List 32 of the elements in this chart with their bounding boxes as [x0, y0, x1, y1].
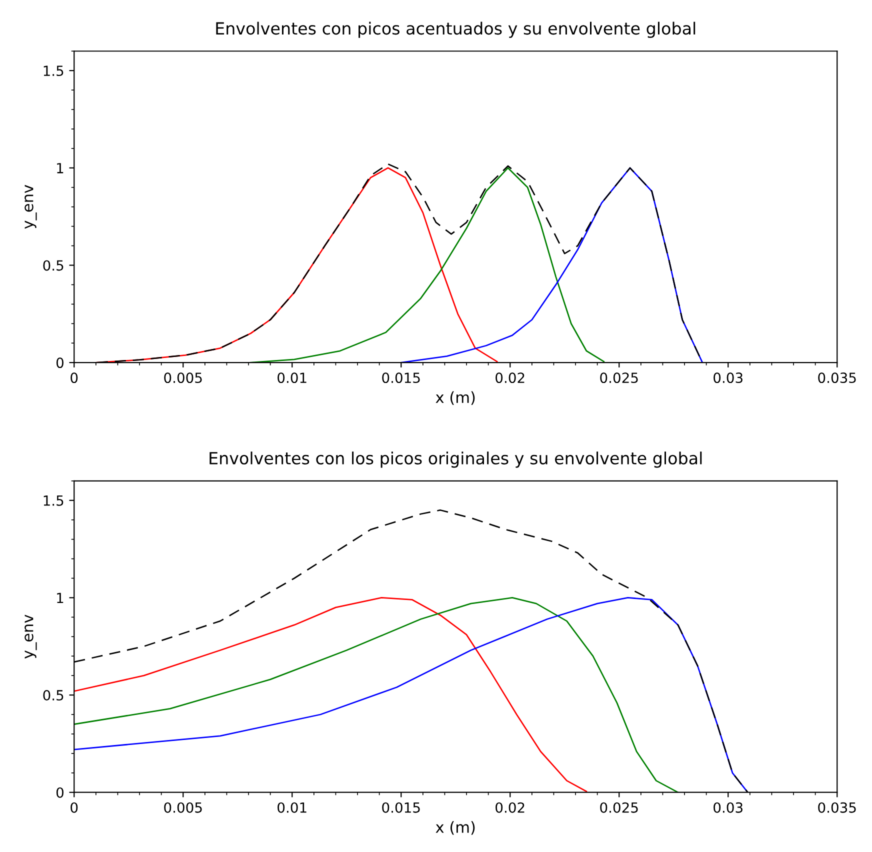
y-tick-label: 0: [56, 358, 64, 368]
y-axis-title: y_env: [24, 614, 37, 659]
x-axis-title: x (m): [436, 391, 475, 405]
x-tick-label: 0.01: [278, 802, 306, 813]
x-tick-label: 0.015: [382, 802, 420, 813]
x-tick-label: 0.025: [600, 802, 638, 813]
x-tick-label: 0: [70, 372, 78, 384]
chart-title: Envolventes con picos acentuados y su envolvente global: [216, 22, 696, 38]
x-tick-label: 0.005: [164, 372, 202, 384]
y-tick-label: 0: [56, 787, 64, 798]
y-axis-title: y_env: [24, 184, 37, 229]
x-tick-label: 0: [70, 802, 78, 813]
x-tick-label: 0.005: [164, 802, 202, 813]
y-tick-label: 1: [57, 163, 64, 174]
x-tick-label: 0.02: [496, 802, 524, 813]
x-tick-label: 0.03: [714, 802, 742, 813]
y-tick-label: 1.5: [44, 66, 64, 76]
y-tick-label: 1.5: [44, 496, 64, 506]
x-tick-label: 0.01: [278, 372, 306, 384]
line-series: [74, 597, 588, 792]
x-tick-label: 0.015: [382, 372, 420, 384]
x-tick-label: 0.025: [600, 372, 638, 384]
x-tick-label: 0.03: [714, 372, 742, 384]
x-axis-title: x (m): [436, 821, 475, 835]
x-tick-label: 0.035: [818, 802, 856, 813]
y-tick-label: 1: [57, 592, 64, 603]
line-series: [250, 167, 605, 363]
y-tick-label: 0.5: [43, 690, 64, 701]
x-tick-label: 0.02: [496, 372, 524, 384]
y-tick-label: 0.5: [43, 260, 64, 271]
x-tick-label: 0.035: [818, 372, 856, 384]
chart-title: Envolventes con los picos originales y su envolvente global: [210, 452, 702, 468]
